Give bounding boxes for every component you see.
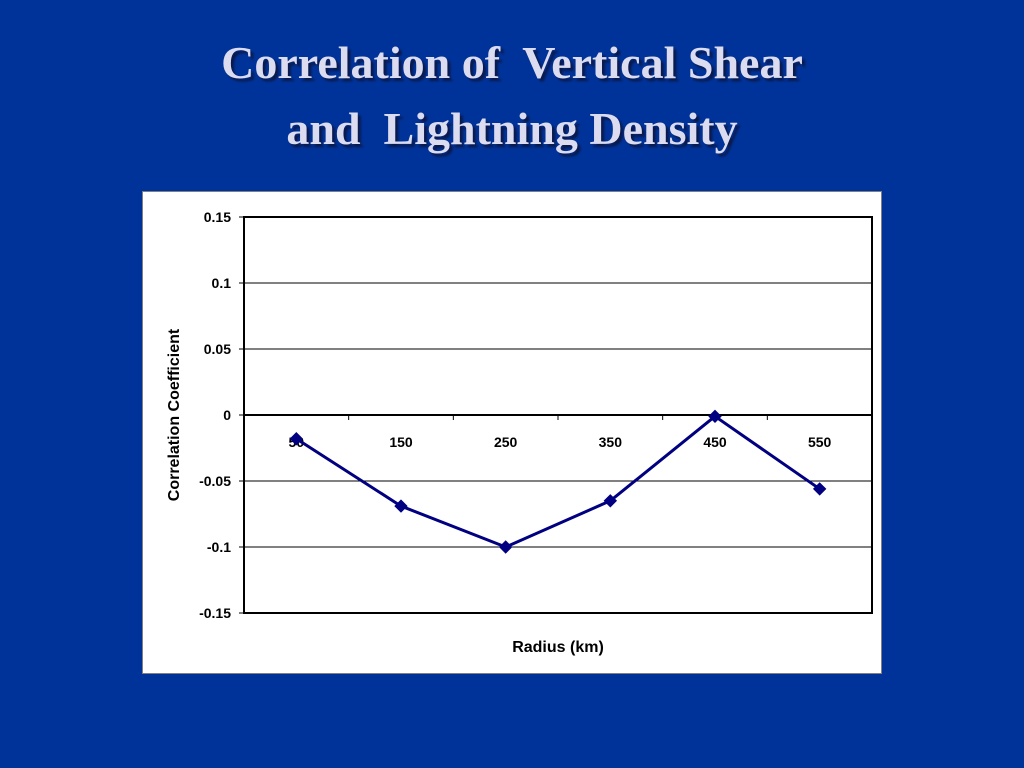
y-tick-label: 0	[223, 407, 231, 423]
data-point-marker	[498, 540, 513, 554]
x-tick-label: 150	[389, 434, 413, 450]
y-tick-label: -0.1	[207, 539, 231, 555]
slide-title: Correlation of Vertical Shear and Lightn…	[0, 30, 1024, 162]
y-tick-label: -0.15	[199, 605, 231, 621]
x-tick-label: 550	[808, 434, 832, 450]
data-point-marker	[708, 409, 722, 424]
x-tick-label: 250	[494, 434, 518, 450]
y-tick-label: -0.05	[199, 473, 231, 489]
data-point-marker	[394, 499, 408, 513]
series-line	[295, 414, 821, 549]
x-axis: 50150250350450550	[243, 415, 873, 450]
y-tick-label: 0.15	[204, 209, 231, 225]
x-tick-label: 450	[703, 434, 727, 450]
y-tick-label: 0.05	[204, 341, 231, 357]
data-point-marker	[812, 482, 827, 496]
data-point-marker	[603, 494, 618, 508]
y-axis-title: Correlation Coefficient	[166, 328, 183, 501]
chart-frame: 0.150.10.050-0.05-0.1-0.15 5015025035045…	[142, 191, 882, 674]
data-point-marker	[289, 432, 304, 446]
series	[289, 409, 827, 554]
line-chart: 0.150.10.050-0.05-0.1-0.15 5015025035045…	[166, 209, 873, 656]
title-line-1: Correlation of Vertical Shear	[221, 37, 803, 88]
title-line-2: and Lightning Density	[286, 103, 738, 154]
y-axis: 0.15 0.1 0.05 0 -0.05 -0.1 -0.15	[199, 209, 244, 621]
x-axis-title: Radius (km)	[512, 639, 604, 656]
y-tick-label: 0.1	[212, 275, 232, 291]
x-tick-label: 350	[599, 434, 623, 450]
